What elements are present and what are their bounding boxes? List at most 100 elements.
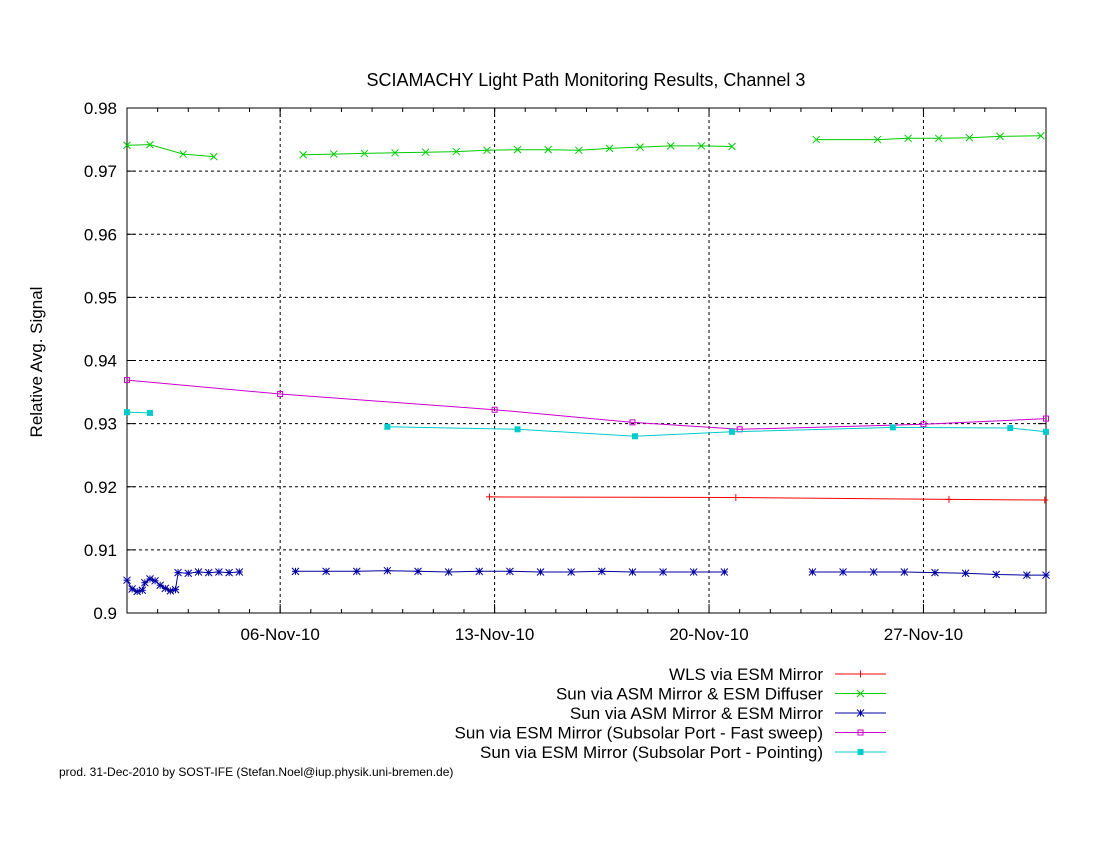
data-point xyxy=(235,568,244,576)
data-point xyxy=(414,567,422,576)
data-point xyxy=(1007,425,1014,432)
y-tick-label: 0.96 xyxy=(84,225,117,244)
data-point xyxy=(873,135,882,144)
data-point xyxy=(574,146,583,155)
data-point xyxy=(146,575,154,583)
series-4 xyxy=(124,377,1049,433)
series-line xyxy=(126,411,151,414)
legend-marker xyxy=(856,689,865,698)
data-point xyxy=(329,150,338,158)
legend-label: Sun via ESM Mirror (Subsolar Port - Fast… xyxy=(455,724,823,743)
data-point xyxy=(483,146,491,155)
data-point xyxy=(728,142,736,151)
series-line xyxy=(126,144,214,158)
data-point xyxy=(506,567,514,576)
y-tick-label: 0.95 xyxy=(84,288,117,307)
y-tick-label: 0.9 xyxy=(93,604,117,623)
data-point xyxy=(945,495,953,503)
data-point xyxy=(383,566,392,575)
data-point xyxy=(605,144,614,153)
data-point xyxy=(123,141,131,150)
y-tick-label: 0.93 xyxy=(84,415,117,434)
data-point xyxy=(391,148,399,157)
data-point xyxy=(322,567,330,576)
data-point xyxy=(291,567,300,576)
axis-ticks: 0.9 0.91 0.92 0.93 0.94 0.95 0.96 0.97 0.98 06-No… xyxy=(84,99,1046,644)
data-point xyxy=(138,586,147,595)
data-point xyxy=(277,390,284,397)
data-point xyxy=(996,132,1004,141)
data-point xyxy=(1043,428,1049,435)
series-layer xyxy=(123,131,1050,596)
y-tick-label: 0.92 xyxy=(84,478,117,497)
data-point xyxy=(544,145,553,154)
data-point xyxy=(360,149,369,158)
data-point xyxy=(839,568,847,576)
data-point xyxy=(146,409,153,416)
data-point xyxy=(514,426,521,433)
data-point xyxy=(732,493,740,501)
data-point xyxy=(123,576,131,585)
data-point xyxy=(697,142,706,150)
chart-title: SCIAMACHY Light Path Monitoring Results,… xyxy=(367,70,806,90)
data-point xyxy=(904,134,913,143)
data-point xyxy=(900,568,909,576)
data-point xyxy=(808,568,817,576)
data-point xyxy=(384,423,391,430)
data-point xyxy=(124,377,130,384)
x-tick-label: 13-Nov-10 xyxy=(455,625,534,644)
data-point xyxy=(146,140,154,149)
data-point xyxy=(421,148,430,157)
data-point xyxy=(141,578,149,587)
data-point xyxy=(475,567,484,576)
x-tick-label: 06-Nov-10 xyxy=(240,625,319,644)
data-point xyxy=(629,419,636,426)
data-point xyxy=(171,585,180,594)
data-point xyxy=(124,409,130,416)
data-point xyxy=(1023,571,1031,579)
data-point xyxy=(729,428,736,435)
data-point xyxy=(194,568,203,576)
data-point xyxy=(992,570,1001,579)
legend-label: Sun via ESM Mirror (Subsolar Port - Poin… xyxy=(480,743,823,762)
legend-label: Sun via ASM Mirror & ESM Diffuser xyxy=(556,685,823,704)
y-tick-label: 0.91 xyxy=(84,541,117,560)
legend-marker xyxy=(857,729,864,736)
data-point xyxy=(215,568,223,576)
data-point xyxy=(689,568,698,576)
data-point xyxy=(536,568,545,576)
data-point xyxy=(934,134,943,143)
data-point xyxy=(666,142,675,150)
data-point xyxy=(166,587,175,595)
data-point xyxy=(299,150,307,159)
data-point xyxy=(209,152,218,161)
data-point xyxy=(961,569,970,578)
y-axis-label: Relative Avg. Signal xyxy=(27,287,46,438)
data-point xyxy=(659,568,667,576)
data-point xyxy=(567,568,576,576)
y-tick-label: 0.97 xyxy=(84,162,117,181)
data-point xyxy=(174,568,182,577)
data-point xyxy=(513,145,522,154)
x-tick-label: 27-Nov-10 xyxy=(884,625,963,644)
data-point xyxy=(628,568,637,576)
footer-credit: prod. 31-Dec-2010 by SOST-IFE (Stefan.No… xyxy=(59,765,453,779)
legend-marker xyxy=(856,709,865,717)
series-2 xyxy=(123,131,1045,161)
series-5 xyxy=(124,409,1049,440)
y-tick-label: 0.94 xyxy=(84,352,117,371)
series-line xyxy=(126,379,1047,430)
data-point xyxy=(452,147,461,156)
legend-label: WLS via ESM Mirror xyxy=(669,665,823,684)
data-point xyxy=(204,568,213,577)
x-tick-label: 20-Nov-10 xyxy=(669,625,748,644)
data-point xyxy=(1043,415,1049,422)
data-point xyxy=(965,133,974,142)
grid-lines xyxy=(127,108,1046,613)
data-point xyxy=(597,567,606,576)
series-3 xyxy=(123,566,1050,596)
data-point xyxy=(636,143,644,151)
data-point xyxy=(179,150,188,158)
data-point xyxy=(133,587,142,596)
legend-marker xyxy=(857,670,864,678)
